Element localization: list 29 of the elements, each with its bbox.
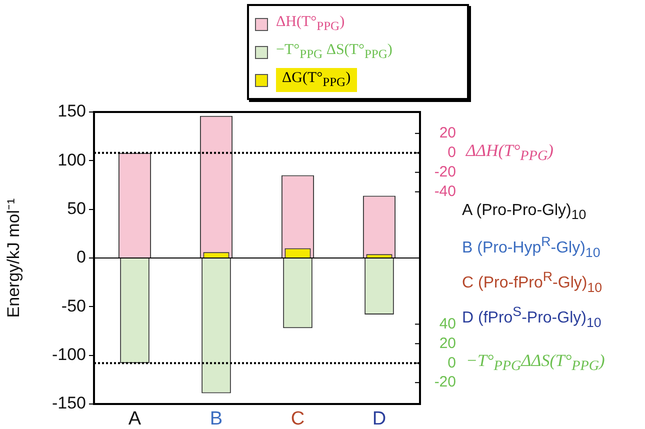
legend-label: −T°$_{PPG}$ ΔS(T°$_{PPG}$): [276, 42, 392, 62]
text: B (Pro-Hyp$^{R}$-Gly)$_{10}$: [462, 234, 600, 260]
text: D (fPro$^{S}$-Pro-Gly)$_{10}$: [462, 304, 602, 330]
legend-label: ΔH(T°$_{PPG}$): [276, 14, 345, 34]
y2-axis-title: ΔΔH(T°$_{PPG}$): [466, 140, 554, 166]
y3-tick-label: 0: [448, 354, 456, 372]
y-tick-label: 0: [76, 248, 86, 267]
x-tick-label: A: [128, 408, 142, 429]
y3-tick-label: -20: [434, 374, 456, 391]
x-tick-label: C: [290, 408, 305, 429]
y-tick-label: -150: [52, 394, 86, 413]
y2-tick-label: 0: [448, 144, 456, 162]
y2-tick-label: -20: [434, 163, 456, 180]
y3-axis-title: −T°$_{PPG}$ΔΔS(T°$_{PPG}$): [466, 350, 605, 376]
y2-tick-label: -40: [434, 182, 456, 200]
x-tick-label: D: [372, 408, 386, 429]
y-tick-label: -50: [61, 296, 86, 316]
y3-tick-label: 20: [439, 334, 456, 352]
legend-label: ΔG(T°$_{PPG}$): [276, 68, 357, 92]
y-axis-title: Energy/kJ mol⁻¹: [4, 198, 23, 318]
y-tick-label: 100: [58, 150, 86, 170]
y2-tick-label: 20: [439, 124, 456, 142]
y-tick-label: -100: [52, 345, 86, 364]
y-tick-label: 150: [58, 102, 86, 121]
text: A (Pro-Pro-Gly)$_{10}$: [462, 202, 586, 222]
y3-tick-label: 40: [439, 315, 456, 332]
text: C (Pro-fPro$^{R}$-Gly)$_{10}$: [462, 269, 602, 295]
y-tick-label: 50: [67, 199, 86, 218]
x-tick-label: B: [210, 408, 223, 429]
